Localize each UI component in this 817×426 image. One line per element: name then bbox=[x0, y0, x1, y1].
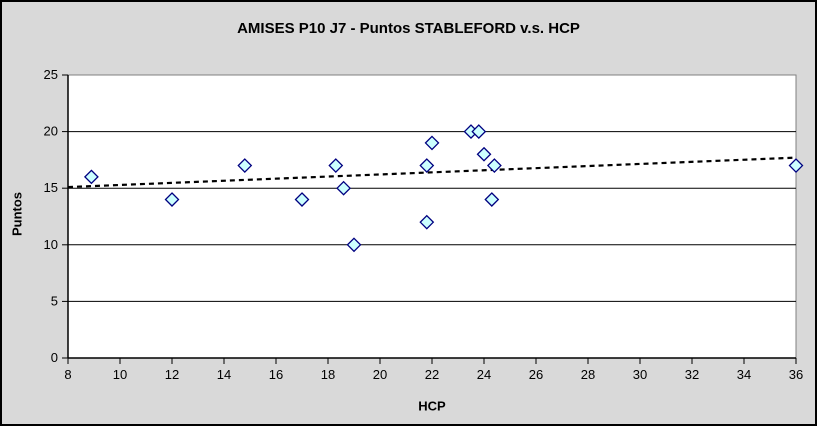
x-tick-label-10: 10 bbox=[113, 367, 127, 382]
x-tick-label-30: 30 bbox=[633, 367, 647, 382]
data-point-5 bbox=[336, 180, 352, 196]
y-tick-label-15: 15 bbox=[44, 180, 58, 195]
trendline bbox=[67, 156, 797, 189]
data-point-14 bbox=[486, 158, 502, 173]
y-tick-label-25: 25 bbox=[44, 67, 58, 82]
data-point-7 bbox=[419, 214, 435, 230]
chart-title: AMISES P10 J7 - Puntos STABLEFORD v.s. H… bbox=[237, 20, 580, 37]
x-tick-label-26: 26 bbox=[529, 367, 543, 382]
y-tick-label-0: 0 bbox=[51, 350, 58, 365]
data-point-1 bbox=[164, 192, 180, 207]
x-tick-label-24: 24 bbox=[477, 367, 491, 382]
x-tick-label-20: 20 bbox=[373, 367, 387, 382]
x-tick-label-34: 34 bbox=[737, 367, 751, 382]
y-tick-label-5: 5 bbox=[51, 293, 58, 308]
data-point-15 bbox=[788, 158, 804, 173]
x-tick-label-18: 18 bbox=[321, 367, 335, 382]
x-axis-title: HCP bbox=[418, 398, 446, 414]
data-point-13 bbox=[484, 192, 500, 207]
plot-area bbox=[67, 74, 797, 359]
x-tick-label-28: 28 bbox=[581, 367, 595, 382]
x-tick-label-14: 14 bbox=[217, 367, 231, 382]
data-point-4 bbox=[328, 158, 344, 173]
x-tick-label-36: 36 bbox=[789, 367, 803, 382]
x-tick-label-12: 12 bbox=[165, 367, 179, 382]
data-point-8 bbox=[419, 158, 435, 173]
data-point-6 bbox=[346, 237, 362, 253]
data-point-3 bbox=[294, 192, 310, 207]
data-point-2 bbox=[237, 158, 253, 173]
x-tick-label-8: 8 bbox=[64, 367, 71, 382]
x-tick-label-32: 32 bbox=[685, 367, 699, 382]
data-point-11 bbox=[471, 124, 487, 140]
x-tick-label-22: 22 bbox=[425, 367, 439, 382]
y-tick-label-20: 20 bbox=[44, 124, 58, 139]
x-tick-label-16: 16 bbox=[269, 367, 283, 382]
y-tick-label-10: 10 bbox=[44, 237, 58, 252]
data-point-9 bbox=[424, 135, 440, 151]
y-axis-title: Puntos bbox=[9, 191, 25, 237]
data-point-12 bbox=[476, 146, 492, 162]
data-point-0 bbox=[83, 169, 99, 185]
